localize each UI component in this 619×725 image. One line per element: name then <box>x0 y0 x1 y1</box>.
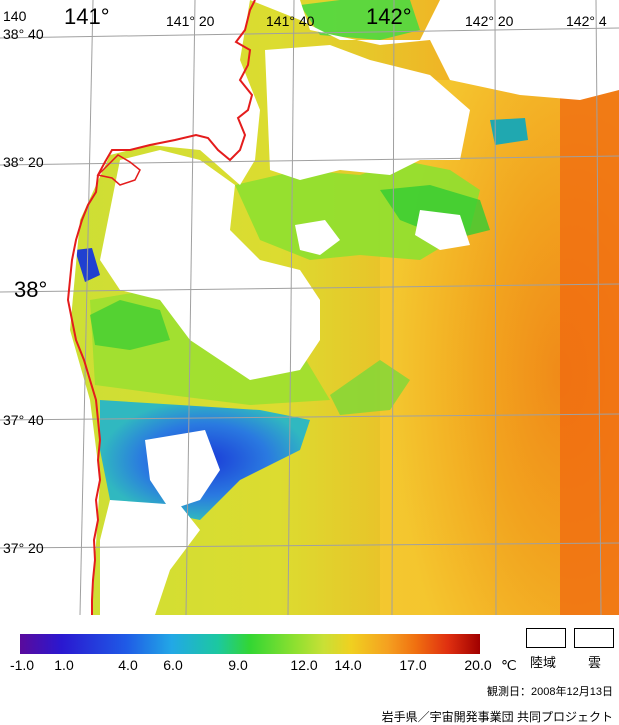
longitude-label: 142° 4 <box>566 13 607 29</box>
scale-tick-label: 9.0 <box>228 657 248 673</box>
scale-tick-label: 4.0 <box>118 657 138 673</box>
scale-tick-label: 12.0 <box>290 657 318 673</box>
longitude-label: 141° 40 <box>266 13 315 29</box>
cloud-area <box>415 210 470 250</box>
prefecture-border <box>96 154 141 186</box>
green-water-patch <box>300 0 420 40</box>
scale-tick-label: 6.0 <box>163 657 183 673</box>
cloud-legend-label: 雲 <box>588 655 602 670</box>
sea-surface-temperature-map <box>0 0 619 615</box>
warm-core-east <box>560 90 619 615</box>
temperature-unit: ℃ <box>501 657 517 673</box>
green-water-patch <box>330 360 410 415</box>
longitude-label: 141° <box>64 4 110 29</box>
cloud-area <box>145 430 220 510</box>
cloud-area <box>100 150 320 380</box>
longitude-label: 141° 20 <box>166 13 215 29</box>
scale-tick-label: -1.0 <box>9 657 35 673</box>
latitude-label: 38° 40 <box>3 26 44 42</box>
latitude-label: 37° 20 <box>3 540 44 556</box>
land-legend-label: 陸域 <box>530 655 557 670</box>
scale-tick-label: 17.0 <box>399 657 427 673</box>
green-water-patch <box>90 300 170 350</box>
cloud-area <box>265 45 470 180</box>
observation-date: 観測日：2008年12月13日 <box>487 686 613 698</box>
longitude-label: 142° 20 <box>465 13 514 29</box>
cloud-area <box>250 0 619 100</box>
land-mass <box>0 0 260 615</box>
coastline <box>66 0 256 615</box>
cloud-legend-swatch <box>574 628 614 648</box>
temperature-color-scale <box>20 634 480 654</box>
land-legend-swatch <box>526 628 566 648</box>
scale-tick-label: 1.0 <box>54 657 74 673</box>
scale-tick-label: 20.0 <box>464 657 492 673</box>
cloud-area <box>295 220 340 255</box>
latitude-label: 38° 20 <box>3 154 44 170</box>
scale-tick-label: 14.0 <box>334 657 362 673</box>
latitude-label: 38° <box>14 277 48 302</box>
project-credit: 岩手県／宇宙開発事業団 共同プロジェクト <box>381 710 613 724</box>
longitude-label: 140 <box>3 8 27 24</box>
longitude-label: 142° <box>366 4 412 29</box>
latitude-label: 37° 40 <box>3 412 44 428</box>
cloud-area <box>100 500 200 615</box>
graticule <box>0 0 619 615</box>
cold-water-patch <box>490 118 528 145</box>
